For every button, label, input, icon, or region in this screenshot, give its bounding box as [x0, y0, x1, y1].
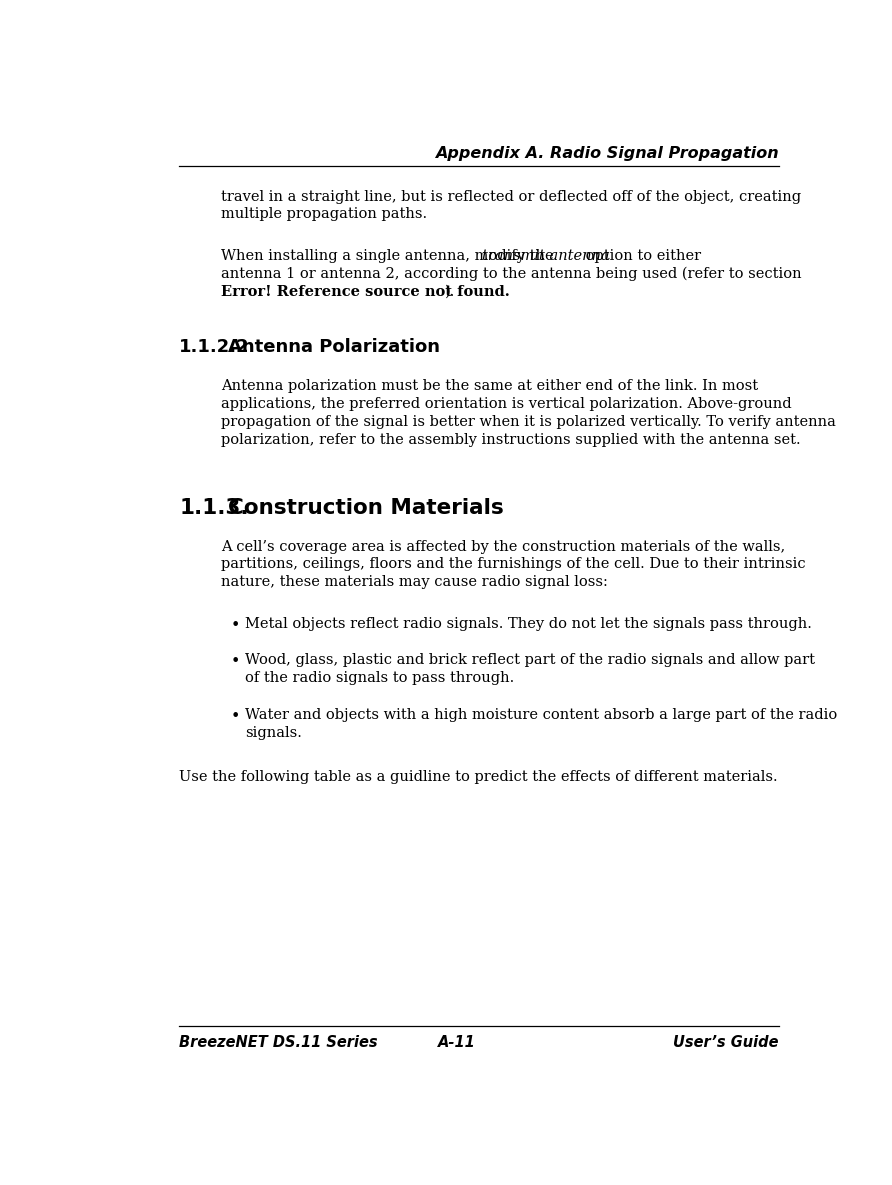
Text: Construction Materials: Construction Materials — [227, 498, 503, 518]
Text: Appendix A. Radio Signal Propagation: Appendix A. Radio Signal Propagation — [435, 146, 779, 161]
Text: Antenna Polarization: Antenna Polarization — [227, 338, 440, 356]
Text: Metal objects reflect radio signals. They do not let the signals pass through.: Metal objects reflect radio signals. The… — [245, 616, 812, 630]
Text: A cell’s coverage area is affected by the construction materials of the walls,: A cell’s coverage area is affected by th… — [220, 539, 785, 553]
Text: •: • — [230, 616, 240, 634]
Text: 1.1.3.: 1.1.3. — [179, 498, 249, 518]
Text: travel in a straight line, but is reflected or deflected off of the object, crea: travel in a straight line, but is reflec… — [220, 190, 801, 204]
Text: Wood, glass, plastic and brick reflect part of the radio signals and allow part: Wood, glass, plastic and brick reflect p… — [245, 653, 815, 667]
Text: •: • — [230, 707, 240, 725]
Text: multiple propagation paths.: multiple propagation paths. — [220, 207, 427, 222]
Text: BreezeNET DS.11 Series: BreezeNET DS.11 Series — [179, 1036, 378, 1050]
Text: transmit antenna: transmit antenna — [482, 249, 610, 263]
Text: •: • — [230, 653, 240, 671]
Text: polarization, refer to the assembly instructions supplied with the antenna set.: polarization, refer to the assembly inst… — [220, 433, 800, 447]
Text: When installing a single antenna, modify the: When installing a single antenna, modify… — [220, 249, 558, 263]
Text: Use the following table as a guidline to predict the effects of different materi: Use the following table as a guidline to… — [179, 770, 778, 783]
Text: Error! Reference source not found.: Error! Reference source not found. — [220, 284, 509, 299]
Text: A-11: A-11 — [438, 1036, 476, 1050]
Text: User’s Guide: User’s Guide — [673, 1036, 779, 1050]
Text: propagation of the signal is better when it is polarized vertically. To verify a: propagation of the signal is better when… — [220, 415, 836, 429]
Text: ).: ). — [444, 284, 455, 299]
Text: partitions, ceilings, floors and the furnishings of the cell. Due to their intri: partitions, ceilings, floors and the fur… — [220, 557, 805, 571]
Text: of the radio signals to pass through.: of the radio signals to pass through. — [245, 671, 514, 685]
Text: 1.1.2.2: 1.1.2.2 — [179, 338, 250, 356]
Text: signals.: signals. — [245, 725, 301, 739]
Text: option to either: option to either — [581, 249, 701, 263]
Text: applications, the preferred orientation is vertical polarization. Above-ground: applications, the preferred orientation … — [220, 397, 791, 411]
Text: Antenna polarization must be the same at either end of the link. In most: Antenna polarization must be the same at… — [220, 379, 758, 393]
Text: Water and objects with a high moisture content absorb a large part of the radio: Water and objects with a high moisture c… — [245, 707, 838, 722]
Text: antenna 1 or antenna 2, according to the antenna being used (refer to section: antenna 1 or antenna 2, according to the… — [220, 267, 801, 281]
Text: nature, these materials may cause radio signal loss:: nature, these materials may cause radio … — [220, 575, 607, 589]
